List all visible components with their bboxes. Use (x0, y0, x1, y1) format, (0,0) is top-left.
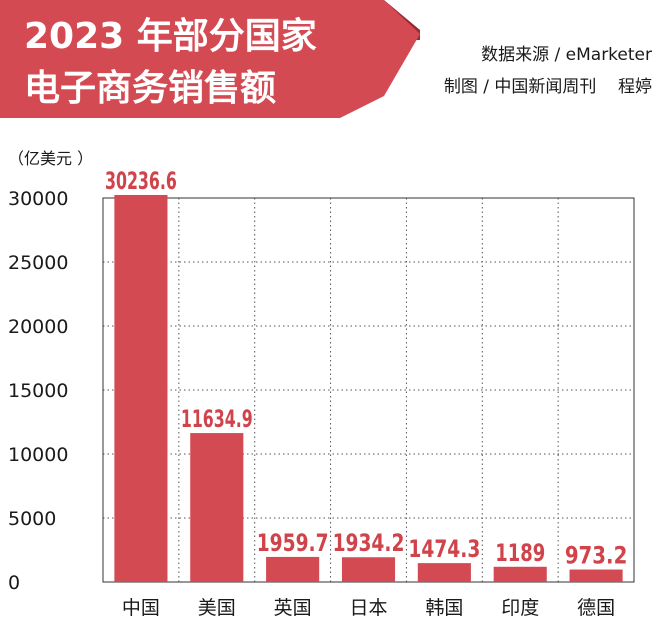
x-category-label: 美国 (198, 597, 236, 619)
bar-value-label: 1959.7 (257, 529, 329, 557)
title-line-1: 2023 年部分国家 (24, 16, 317, 57)
source-credit: 数据来源 / eMarketer (481, 45, 652, 65)
title-line-2: 电子商务销售额 (24, 68, 276, 109)
bar-value-label: 30236.6 (105, 167, 177, 195)
x-category-label: 韩国 (425, 597, 463, 619)
plot-area: 0 5000 10000 15000 20000 25000 30000 30236.6 中国 1… (8, 167, 635, 619)
bar (493, 566, 547, 582)
banner-background (0, 0, 420, 118)
bar-value-label: 11634.9 (181, 405, 253, 433)
x-category-label: 印度 (501, 597, 539, 619)
author-credit: 制图 / 中国新闻周刊 程婷 (444, 77, 652, 97)
bar-value-label: 1189 (495, 539, 545, 567)
x-category-label: 德国 (577, 597, 615, 619)
y-tick-label: 15000 (8, 380, 68, 402)
title-banner: 2023 年部分国家 电子商务销售额 (0, 0, 420, 118)
x-category-label: 日本 (349, 597, 387, 619)
y-tick-label: 25000 (8, 252, 68, 274)
bar (114, 194, 168, 582)
bar-value-label: 973.2 (565, 542, 628, 570)
y-tick-label: 20000 (8, 316, 68, 338)
unit-label: （亿美元 ） (8, 149, 93, 168)
y-tick-label: 30000 (8, 188, 68, 210)
bar-value-label: 1934.2 (333, 529, 405, 557)
bar (417, 563, 471, 582)
bar (190, 433, 244, 582)
bar (341, 557, 396, 582)
x-category-label: 英国 (274, 597, 312, 619)
y-tick-label: 10000 (8, 444, 68, 466)
y-tick-label: 0 (8, 572, 20, 594)
x-category-label: 中国 (122, 597, 160, 619)
bar (569, 569, 623, 582)
bar-value-label: 1474.3 (408, 535, 480, 563)
bar (266, 556, 320, 582)
y-tick-label: 5000 (8, 508, 56, 530)
